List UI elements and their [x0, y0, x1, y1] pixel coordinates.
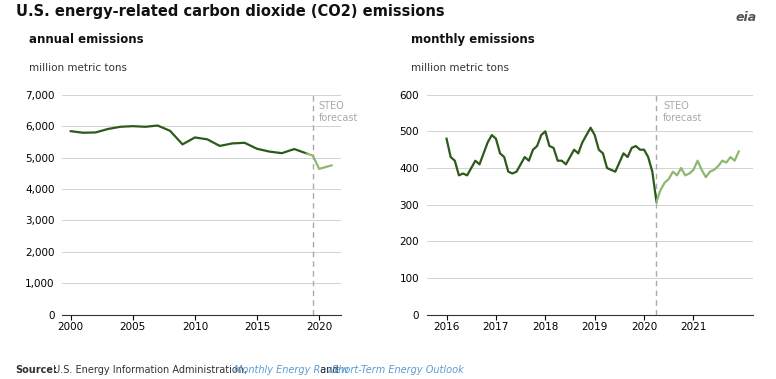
Text: U.S. Energy Information Administration,: U.S. Energy Information Administration, [50, 365, 251, 375]
Text: Source:: Source: [16, 365, 57, 375]
Text: STEO
forecast: STEO forecast [318, 101, 358, 123]
Text: monthly emissions: monthly emissions [411, 33, 534, 46]
Text: STEO
forecast: STEO forecast [663, 101, 702, 123]
Text: and: and [317, 365, 341, 375]
Text: U.S. energy-related carbon dioxide (CO2) emissions: U.S. energy-related carbon dioxide (CO2)… [16, 4, 444, 19]
Text: Monthly Energy Review: Monthly Energy Review [234, 365, 349, 375]
Text: eia: eia [736, 11, 757, 24]
Text: million metric tons: million metric tons [29, 63, 126, 73]
Text: annual emissions: annual emissions [29, 33, 144, 46]
Text: Short-Term Energy Outlook: Short-Term Energy Outlook [332, 365, 464, 375]
Text: million metric tons: million metric tons [411, 63, 508, 73]
